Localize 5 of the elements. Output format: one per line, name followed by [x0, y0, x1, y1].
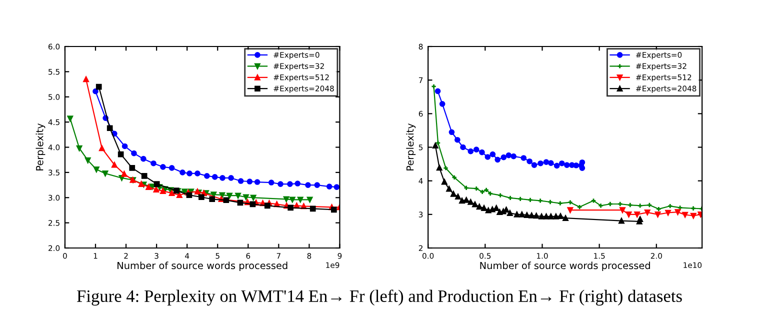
y-axis-title: Perplexity: [406, 123, 416, 170]
caption: Figure 4: Perplexity on WMT'14 En→ Fr (left) and Production En→ Fr (right) datasets: [76, 290, 682, 306]
x-axis-title: Number of source words processed: [118, 262, 288, 272]
y-axis-title: Perplexity: [36, 123, 46, 170]
x-axis-title: Number of source words processed: [480, 262, 650, 272]
